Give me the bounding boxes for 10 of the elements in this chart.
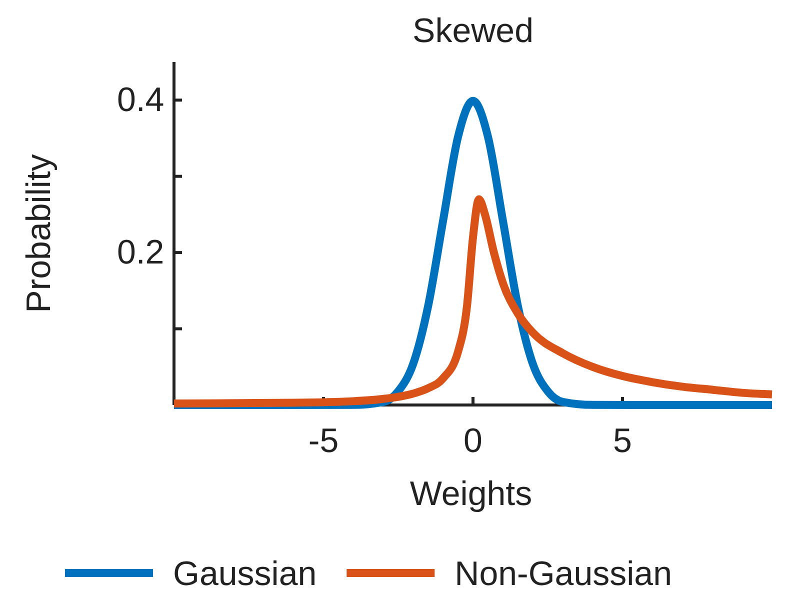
y-axis-title: Probability: [20, 154, 58, 313]
legend-label: Non-Gaussian: [454, 555, 672, 593]
x-tick-label: 0: [464, 422, 482, 460]
x-tick-label: -5: [308, 422, 339, 460]
y-tick-label: 0.4: [116, 80, 164, 119]
legend-label: Gaussian: [173, 555, 317, 593]
x-axis-title: Weights: [410, 475, 532, 513]
y-tick-label: 0.2: [116, 233, 164, 272]
x-tick-label: 5: [613, 422, 632, 460]
chart-title: Skewed: [412, 12, 534, 50]
